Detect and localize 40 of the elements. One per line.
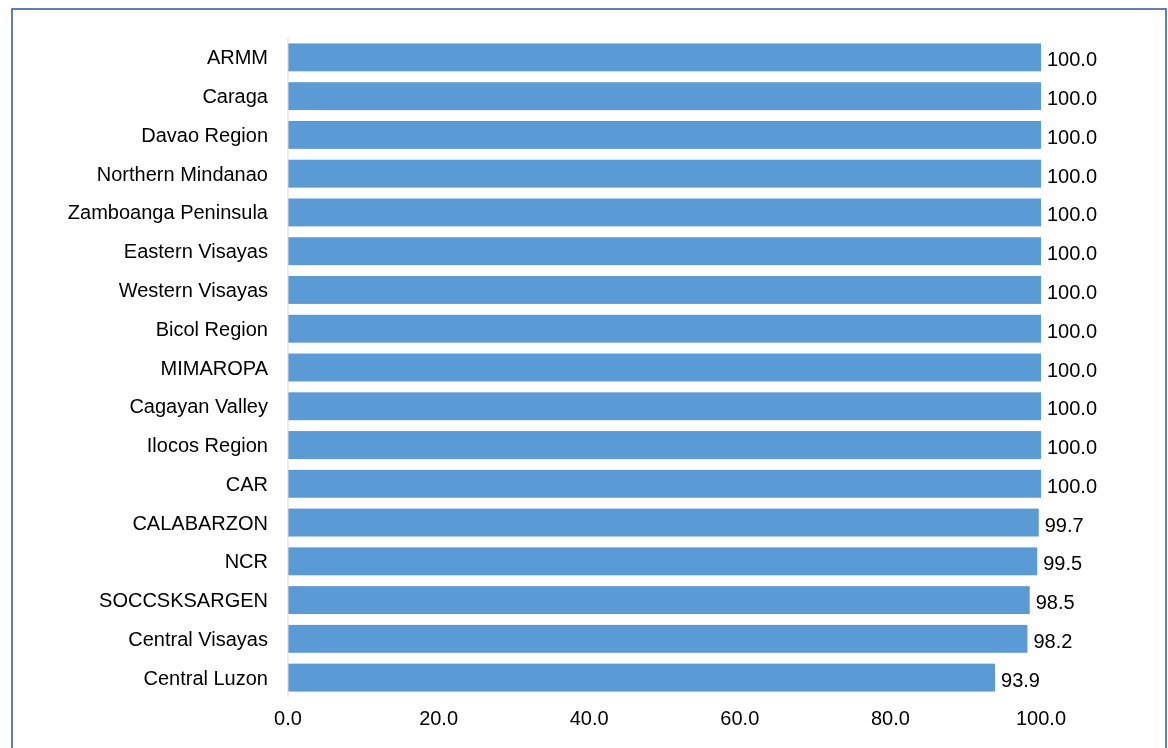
data-label: 99.7 — [1044, 513, 1084, 536]
y-tick-label: Davao Region — [141, 123, 268, 146]
y-tick-label: CAR — [225, 472, 268, 495]
y-tick-label: Northern Mindanao — [96, 162, 268, 185]
x-tick-label: 40.0 — [569, 707, 609, 729]
data-label: 100.0 — [1047, 203, 1098, 226]
data-label: 100.0 — [1047, 319, 1098, 342]
data-label: 100.0 — [1047, 280, 1098, 303]
x-tick-label: 20.0 — [419, 707, 459, 729]
y-tick-label: ARMM — [206, 46, 268, 69]
y-tick-label: Ilocos Region — [146, 434, 268, 457]
y-tick-label: NCR — [224, 550, 268, 573]
y-tick-label: Caraga — [202, 85, 269, 108]
data-label: 98.5 — [1035, 591, 1075, 614]
y-tick-label: SOCCSKSARGEN — [99, 589, 268, 612]
y-tick-label: Central Luzon — [143, 666, 268, 689]
x-tick-label: 100.0 — [1015, 707, 1067, 729]
y-tick-label: Bicol Region — [155, 317, 268, 340]
y-tick-label: Western Visayas — [118, 278, 268, 301]
data-label: 100.0 — [1047, 397, 1098, 420]
data-label: 100.0 — [1047, 358, 1098, 381]
data-label: 100.0 — [1047, 125, 1098, 148]
data-label: 100.0 — [1047, 436, 1098, 459]
data-label: 99.5 — [1043, 552, 1083, 575]
y-tick-label: Eastern Visayas — [123, 240, 268, 263]
y-tick-label: CALABARZON — [132, 511, 268, 534]
data-label: 98.2 — [1033, 629, 1073, 652]
data-label: 100.0 — [1047, 474, 1098, 497]
y-tick-label: Zamboanga Peninsula — [67, 201, 269, 224]
y-tick-label: Central Visayas — [128, 627, 268, 650]
data-label: 100.0 — [1047, 242, 1098, 265]
x-tick-label: 80.0 — [870, 707, 910, 729]
x-tick-label: 60.0 — [720, 707, 760, 729]
x-tick-label: 0.0 — [274, 707, 302, 729]
data-label: 100.0 — [1047, 87, 1098, 110]
y-tick-label: Cagayan Valley — [129, 395, 268, 418]
y-tick-label: MIMAROPA — [160, 356, 269, 379]
data-label: 100.0 — [1047, 164, 1098, 187]
data-label: 100.0 — [1047, 48, 1098, 71]
data-label: 93.9 — [1001, 668, 1040, 691]
